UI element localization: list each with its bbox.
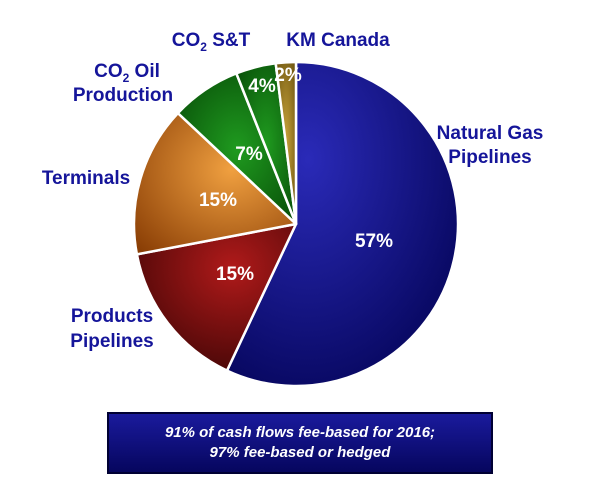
category-label-products: Products [71,306,153,327]
note-line-1: 91% of cash flows fee-based for 2016; [164,424,436,441]
slice-label-km-canada: 2% [274,65,302,86]
category-label-natural-gas-2: Pipelines [448,147,531,168]
slice-label-products: 15% [216,264,254,285]
category-label-terminals: Terminals [42,168,130,189]
category-label-km-canada: KM Canada [286,30,390,51]
note-line-2: 97% fee-based or hedged [209,444,391,461]
pie-slice-terminals [132,111,298,256]
category-label-co2-st: CO2 S&T [172,30,251,54]
pie-slice-products-pipelines [135,222,298,372]
category-label-products-2: Pipelines [70,331,153,352]
category-label-co2-oil: CO2 Oil [94,61,160,85]
slice-label-natural-gas: 57% [355,231,393,252]
pie-slice-natural-gas-pipelines [225,60,460,388]
slice-label-co2-oil: 7% [235,144,263,165]
pie-slice-km-canada [274,60,298,226]
category-label-co2-oil-2: Production [73,85,173,106]
slice-label-terminals: 15% [199,190,237,211]
slice-label-co2-st: 4% [248,76,276,97]
cash-flow-note: 91% of cash flows fee-based for 2016; 97… [107,412,493,474]
pie-slices [132,60,460,388]
category-label-natural-gas: Natural Gas [437,123,544,144]
